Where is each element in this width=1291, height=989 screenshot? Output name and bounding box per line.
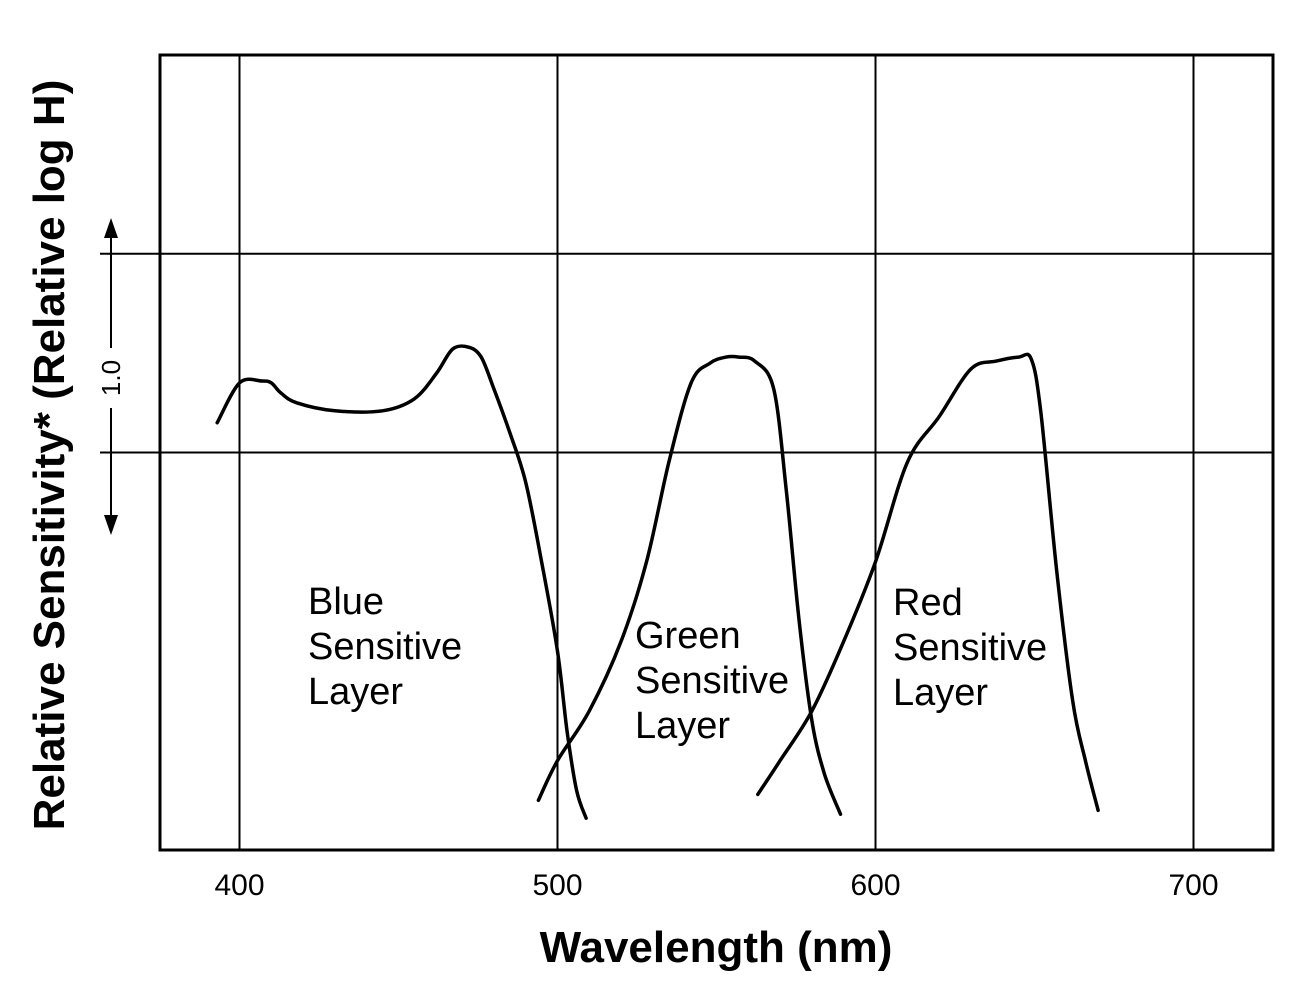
scale-bar-arrow-up-icon — [104, 218, 118, 238]
blue-layer-annotation-line-2: Layer — [308, 671, 403, 713]
y-axis-title: Relative Sensitivity* (Relative log H) — [25, 80, 74, 831]
scale-bar-label: 1.0 — [96, 360, 126, 396]
scale-bar: 1.0 — [96, 218, 126, 535]
green-sensitive-layer-curve — [536, 354, 843, 816]
blue-sensitive-layer-curve — [215, 344, 588, 820]
series-group — [215, 344, 1100, 820]
green-layer-annotation-line-2: Layer — [635, 705, 730, 747]
green-layer-annotation-line-1: Sensitive — [635, 660, 789, 702]
x-tick-label-500: 500 — [532, 869, 582, 902]
x-tick-label-400: 400 — [214, 869, 264, 902]
x-tick-label-600: 600 — [850, 869, 900, 902]
layer-annotations: BlueSensitiveLayerGreenSensitiveLayerRed… — [308, 581, 1047, 747]
red-layer-annotation-line-0: Red — [893, 582, 963, 624]
x-tick-label-700: 700 — [1168, 869, 1218, 902]
x-tick-labels: 400 500 600 700 — [214, 869, 1218, 902]
red-sensitive-layer-curve — [756, 352, 1100, 813]
red-layer-annotation-line-1: Sensitive — [893, 627, 1047, 669]
green-layer-annotation-line-0: Green — [635, 615, 741, 657]
horizontal-gridlines — [100, 252, 1273, 454]
blue-layer-annotation-line-1: Sensitive — [308, 626, 462, 668]
blue-layer-annotation-line-0: Blue — [308, 581, 384, 623]
x-axis-title: Wavelength (nm) — [540, 923, 893, 972]
red-layer-annotation-line-2: Layer — [893, 672, 988, 714]
scale-bar-arrow-down-icon — [104, 515, 118, 535]
